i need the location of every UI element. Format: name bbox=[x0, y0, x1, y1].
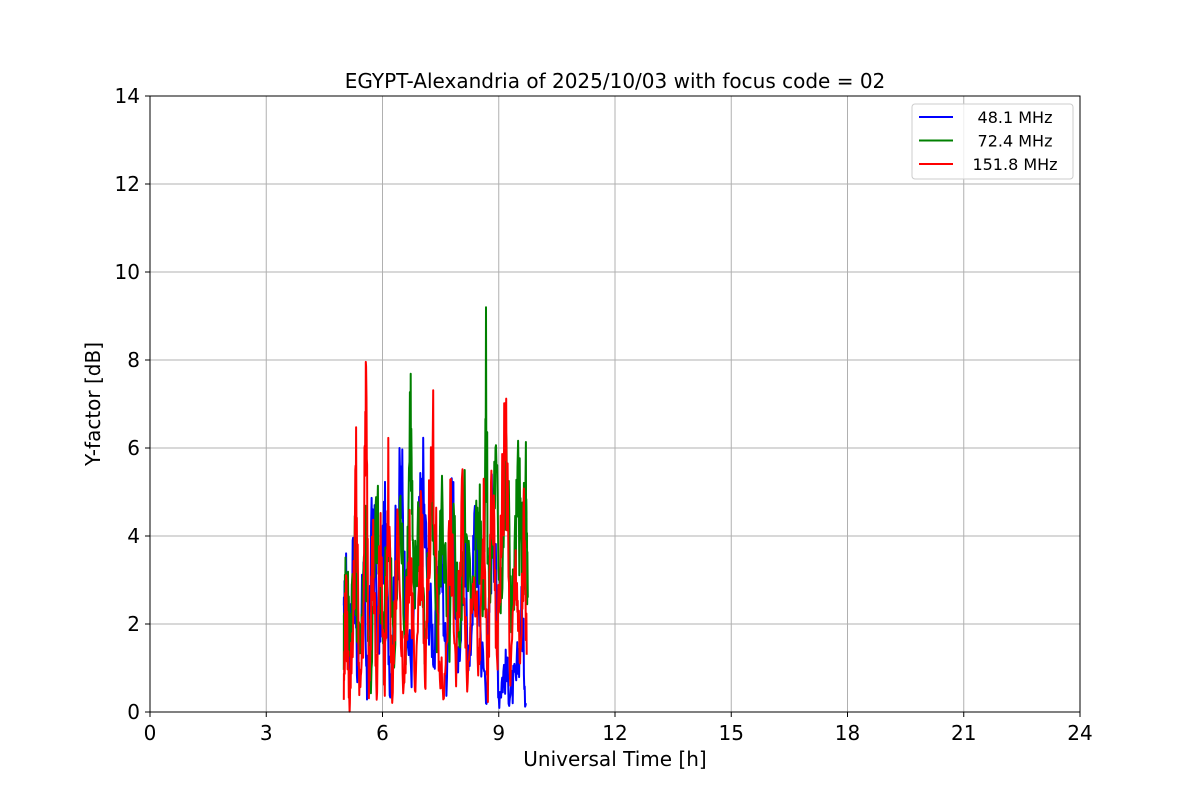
y-axis-ticks: 0 2 4 6 8 10 12 14 bbox=[115, 84, 150, 724]
x-axis-label: Universal Time [h] bbox=[523, 747, 706, 771]
y-tick-label: 14 bbox=[115, 84, 140, 108]
x-tick-label: 21 bbox=[951, 721, 976, 745]
legend-box bbox=[911, 103, 1074, 180]
x-tick-label: 9 bbox=[492, 721, 505, 745]
x-tick-label: 6 bbox=[376, 721, 389, 745]
x-tick-label: 18 bbox=[835, 721, 860, 745]
x-tick-label: 3 bbox=[260, 721, 273, 745]
y-tick-label: 8 bbox=[127, 348, 140, 372]
legend-label-1: 48.1 MHz bbox=[978, 108, 1053, 127]
y-tick-label: 10 bbox=[115, 260, 140, 284]
legend-label-2: 72.4 MHz bbox=[978, 132, 1053, 151]
legend: 48.1 MHz 72.4 MHz 151.8 MHz bbox=[911, 103, 1074, 180]
series-line-2 bbox=[342, 306, 529, 695]
chart-title: EGYPT-Alexandria of 2025/10/03 with focu… bbox=[345, 69, 886, 93]
y-tick-label: 6 bbox=[127, 436, 140, 460]
x-tick-label: 15 bbox=[719, 721, 744, 745]
legend-label-3: 151.8 MHz bbox=[972, 155, 1057, 174]
series-line-3 bbox=[342, 360, 528, 713]
x-tick-label: 0 bbox=[144, 721, 157, 745]
series-layer bbox=[342, 306, 529, 713]
y-axis-label: Y-factor [dB] bbox=[81, 342, 105, 467]
y-tick-label: 0 bbox=[127, 700, 140, 724]
y-tick-label: 2 bbox=[127, 612, 140, 636]
y-tick-label: 4 bbox=[127, 524, 140, 548]
x-tick-label: 12 bbox=[602, 721, 627, 745]
x-tick-label: 24 bbox=[1067, 721, 1092, 745]
y-tick-label: 12 bbox=[115, 172, 140, 196]
x-axis-ticks: 0 3 6 9 12 15 18 21 24 bbox=[144, 712, 1093, 745]
